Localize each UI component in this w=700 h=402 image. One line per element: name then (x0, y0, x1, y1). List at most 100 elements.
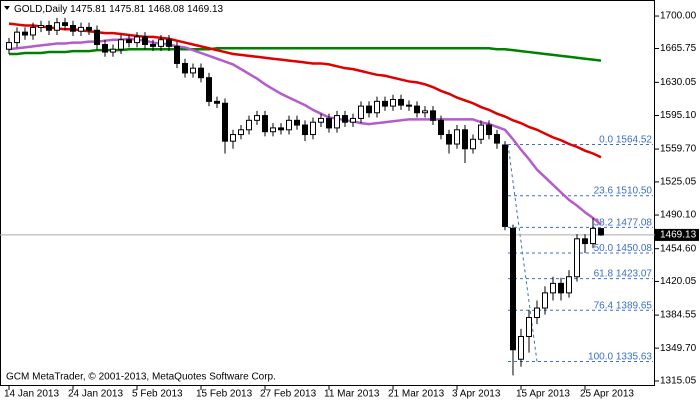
candle-body (158, 39, 164, 47)
candle-body (30, 26, 36, 36)
y-tick-label: 1349.70 (660, 343, 697, 354)
candle-body (254, 115, 260, 121)
x-tick-label: 11 Mar 2013 (324, 389, 380, 400)
candle-body (102, 43, 108, 53)
candle-body (318, 117, 324, 123)
candle-body (78, 26, 84, 32)
y-tick-label: 1559.70 (660, 144, 697, 155)
candle-body (110, 48, 116, 53)
plot-frame (0, 0, 655, 386)
candle-body (222, 102, 228, 142)
symbol: GOLD,Daily (14, 4, 67, 15)
candle-body (494, 134, 500, 144)
candle-body (382, 100, 388, 107)
fib-label: 23.6 1510.50 (594, 185, 653, 196)
candle-body (286, 119, 292, 131)
candle-body (246, 119, 252, 131)
x-tick-label: 25 Apr 2013 (580, 389, 634, 400)
candle-body (510, 227, 516, 351)
candle-body (598, 228, 604, 236)
candle-body (150, 43, 156, 47)
candle-body (14, 31, 20, 44)
candle-body (566, 276, 572, 294)
y-tick-label: 1700.00 (660, 11, 697, 22)
candle-body (214, 100, 220, 104)
fib-label: 50.0 1450.08 (594, 243, 653, 254)
price-tag-label: 1469.13 (660, 230, 697, 241)
candle-body (70, 25, 76, 32)
x-tick-label: 21 Mar 2013 (388, 389, 445, 400)
candle-body (134, 36, 140, 44)
x-tick-label: 24 Jan 2013 (68, 389, 123, 400)
candle-body (62, 22, 68, 27)
fib-price: 1564.52 (616, 134, 653, 145)
fib-ratio: 100.0 (588, 351, 613, 362)
candle-body (198, 67, 204, 79)
candle-body (118, 39, 124, 50)
candle-body (310, 121, 316, 136)
candle-body (414, 105, 420, 114)
fib-price: 1423.07 (616, 268, 653, 279)
header-open: 1475.81 (70, 4, 107, 15)
candle-body (334, 115, 340, 129)
candle-body (294, 119, 300, 126)
candle-body (182, 62, 188, 74)
candle-body (526, 317, 532, 337)
candle-body (126, 39, 132, 44)
candle-body (438, 119, 444, 136)
candle-body (206, 77, 212, 102)
candle-body (230, 134, 236, 142)
fib-ratio: 38.2 (594, 217, 614, 228)
fib-ratio: 0.0 (599, 134, 613, 145)
header-arrow (4, 6, 10, 10)
candle-body (358, 105, 364, 119)
credit: GCM MetaTrader, © 2001-2013, MetaQuotes … (6, 372, 276, 383)
candle-body (54, 22, 60, 31)
fib-trendline (507, 144, 538, 362)
y-tick-label: 1525.05 (660, 177, 697, 188)
chart-header: GOLD,Daily 1475.81 1475.81 1468.08 1469.… (14, 4, 224, 15)
x-tick-label: 27 Feb 2013 (260, 389, 317, 400)
candle-body (302, 124, 308, 136)
candle-body (278, 127, 284, 131)
x-tick-label: 15 Apr 2013 (516, 389, 570, 400)
candle-body (590, 227, 596, 245)
fib-label: 61.8 1423.07 (594, 268, 653, 279)
fib-price: 1389.65 (616, 300, 653, 311)
fib-price: 1510.50 (616, 185, 653, 196)
price-tag (655, 228, 699, 241)
moving-average (8, 37, 602, 226)
y-tick-label: 1490.10 (660, 210, 697, 221)
candle-body (430, 110, 436, 121)
header-high: 1475.81 (109, 4, 146, 15)
candle-body (454, 129, 460, 145)
candle-body (542, 292, 548, 309)
candle-body (486, 124, 492, 136)
candle-body (582, 238, 588, 245)
fib-ratio: 76.4 (594, 300, 614, 311)
x-tick-label: 14 Jan 2013 (4, 389, 59, 400)
candle-body (6, 42, 12, 50)
candle-body (142, 36, 148, 45)
fib-label: 76.4 1389.65 (594, 300, 653, 311)
x-tick-label: 5 Feb 2013 (132, 389, 183, 400)
candle-body (534, 307, 540, 319)
candle-body (190, 67, 196, 74)
candle-body (166, 39, 172, 47)
y-tick-label: 1420.05 (660, 276, 697, 287)
candle-body (22, 31, 28, 36)
fib-price: 1477.08 (616, 217, 653, 228)
candle-body (390, 98, 396, 107)
y-tick-label: 1315.05 (660, 376, 697, 387)
candle-body (422, 110, 428, 114)
candle-body (406, 104, 412, 107)
candle-body (398, 98, 404, 106)
candle-body (470, 138, 476, 150)
fib-ratio: 61.8 (594, 268, 614, 279)
candle-body (342, 115, 348, 123)
fib-price: 1335.63 (616, 351, 653, 362)
candle-body (94, 29, 100, 45)
candle-body (502, 144, 508, 228)
candle-body (262, 115, 268, 133)
y-tick-label: 1384.55 (660, 310, 697, 321)
